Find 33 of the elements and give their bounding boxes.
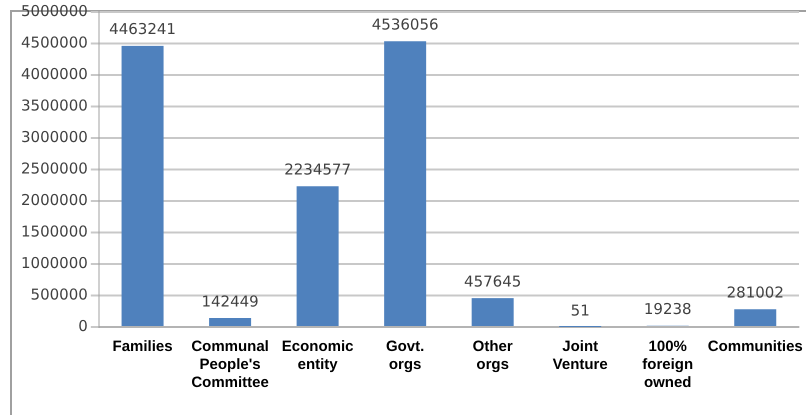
x-tick-label: Communities: [708, 338, 803, 356]
data-label: 142449: [201, 292, 259, 310]
x-tick-label: Govt. orgs: [386, 338, 424, 374]
bar: [209, 318, 252, 326]
bar: [472, 298, 514, 326]
data-label: 281002: [726, 284, 784, 302]
x-tick-label: Families: [112, 338, 173, 356]
y-tick-label: 3500000: [20, 96, 88, 114]
bar: [122, 46, 164, 326]
x-tick-label: 100% foreign owned: [642, 338, 694, 392]
x-tick-label: Other orgs: [472, 338, 513, 374]
y-tick-label: 5000000: [20, 2, 88, 20]
data-label: 4536056: [372, 16, 439, 34]
x-tick-label: Communal People's Committee: [191, 338, 269, 392]
y-tick-label: 1000000: [20, 254, 88, 272]
y-tick-label: 2500000: [20, 159, 88, 178]
y-tick-label: 3000000: [20, 128, 88, 146]
x-tick-label: Joint Venture: [552, 338, 608, 374]
y-tick-label: 4500000: [20, 33, 88, 52]
y-tick-label: 500000: [30, 285, 88, 304]
x-tick-label: Economic entity: [282, 338, 354, 374]
data-label: 4463241: [109, 20, 176, 38]
y-tick-label: 1500000: [20, 222, 88, 240]
data-label: 19238: [644, 300, 692, 318]
bar: [296, 186, 339, 326]
data-label: 51: [570, 301, 590, 320]
data-label: 457645: [464, 272, 522, 291]
data-label: 2234577: [284, 160, 352, 179]
bar: [384, 41, 426, 326]
y-tick-label: 2000000: [20, 190, 88, 209]
y-tick-label: 0: [78, 316, 88, 335]
bar: [734, 309, 776, 326]
y-tick-label: 4000000: [20, 64, 88, 83]
